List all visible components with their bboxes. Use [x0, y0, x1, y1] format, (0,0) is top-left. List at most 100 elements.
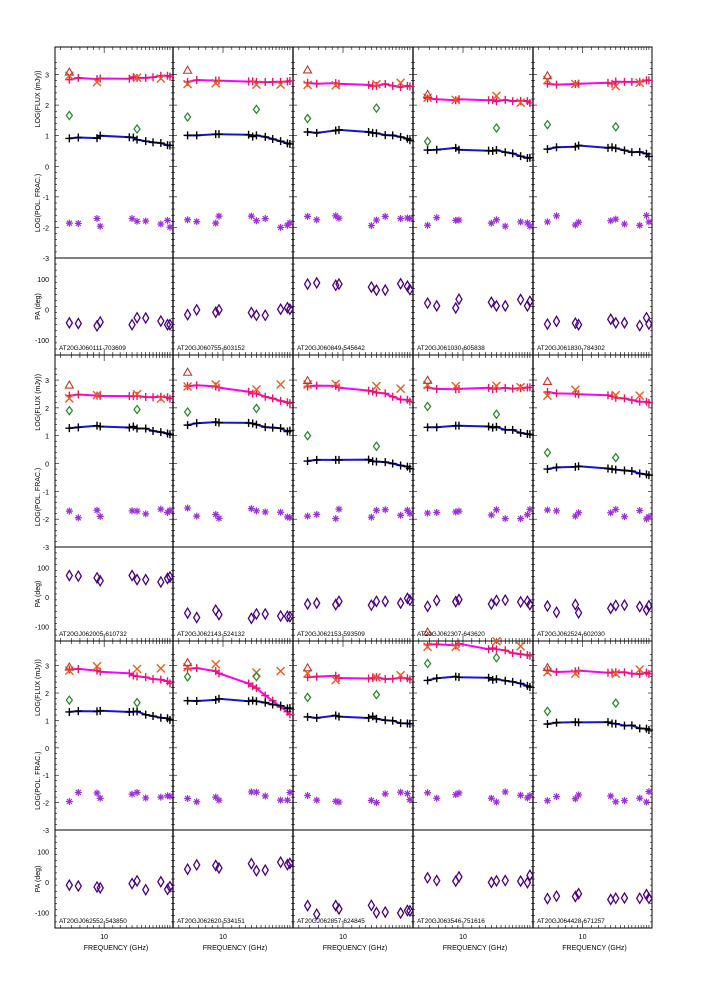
total-flux-point — [133, 672, 142, 681]
position-angle-point — [133, 311, 141, 324]
flux-axis-label: LOG(FLUX (mJy)) — [35, 374, 42, 431]
polarization-fraction-point — [313, 216, 321, 224]
polarized-flux-point — [133, 707, 142, 716]
position-angle-point — [526, 598, 534, 611]
polarized-flux-point — [423, 676, 432, 685]
polarized-flux-point — [516, 679, 525, 688]
archival-flux-point — [542, 376, 553, 385]
total-flux-point — [644, 76, 653, 85]
polarized-flux-point — [574, 462, 583, 471]
total-flux-point — [396, 395, 405, 404]
panel-source-name: AT20GJ062620-534151 — [177, 918, 245, 925]
x-tick-label: 10 — [459, 934, 467, 941]
polarized-flux-point — [620, 146, 629, 155]
total-flux-point — [252, 389, 261, 398]
position-angle-point — [331, 899, 340, 912]
archival-flux-point — [64, 66, 75, 76]
polarization-fraction-point — [157, 220, 165, 228]
polarized-flux-point — [574, 141, 583, 150]
archival-flux-point — [182, 367, 193, 376]
total-flux-point — [543, 79, 552, 88]
polarized-flux-point — [268, 700, 277, 709]
polarized-flux-point — [484, 673, 493, 682]
position-angle-point — [396, 906, 405, 920]
polarized-flux-point — [525, 153, 534, 162]
position-angle-point — [133, 573, 141, 586]
polarization-fraction-point — [381, 790, 389, 798]
panel-source-name: AT20GJ062153-593509 — [297, 631, 365, 638]
polarization-fraction-point — [133, 507, 141, 515]
position-angle-point — [620, 891, 629, 905]
polarization-fraction-point — [523, 219, 531, 227]
total-flux-point — [381, 675, 390, 684]
panels-layer — [64, 64, 653, 921]
polarized-flux-point — [248, 696, 257, 705]
flux-tick-label: 3 — [45, 378, 49, 385]
polarization-fraction-point — [96, 222, 104, 230]
total-flux-point — [405, 82, 414, 91]
polarization-fraction-point — [261, 215, 269, 223]
total-flux-point — [312, 381, 321, 390]
polarized-flux-point — [312, 455, 321, 464]
polarization-fraction-point — [133, 217, 141, 225]
total-flux-point — [74, 390, 83, 399]
total-flux-point — [492, 97, 501, 106]
diamond-flux-point — [372, 689, 381, 700]
polarized-flux-point — [285, 139, 294, 148]
pa-axis-label: PA (deg) — [35, 866, 42, 893]
position-angle-point — [635, 319, 644, 332]
position-angle-point — [303, 277, 312, 291]
position-angle-point — [523, 876, 532, 889]
total-flux-point — [525, 98, 534, 107]
total-flux-fit-line — [307, 384, 411, 403]
polarized-flux-point — [133, 424, 142, 433]
diamond-flux-point — [492, 652, 501, 663]
polarization-fraction-point — [142, 217, 150, 225]
polarization-fraction-point — [142, 510, 150, 518]
polarized-flux-point — [423, 146, 432, 155]
polarized-flux-point — [372, 129, 381, 138]
catalog-flux-point — [491, 91, 501, 101]
pol-tick-label: -1 — [43, 489, 49, 496]
polarized-flux-point — [268, 135, 277, 144]
polarization-fraction-point — [335, 798, 343, 806]
total-flux-point — [620, 77, 629, 86]
polarization-fraction-point — [128, 215, 136, 223]
polarized-flux-point — [276, 424, 285, 433]
polarization-fraction-point — [247, 788, 255, 796]
panel — [64, 661, 174, 896]
polarization-fraction-point — [304, 512, 312, 520]
polarization-fraction-point — [367, 513, 375, 521]
total-flux-point — [149, 73, 158, 82]
total-flux-fit-line — [187, 384, 291, 405]
position-angle-point — [406, 904, 414, 918]
polarized-flux-point — [492, 146, 501, 155]
polarized-flux-point — [364, 128, 373, 137]
polarized-flux-point — [268, 423, 277, 432]
total-flux-point — [405, 675, 414, 684]
position-angle-point — [283, 858, 292, 871]
position-angle-point — [215, 608, 223, 621]
catalog-flux-point — [516, 641, 526, 651]
polarized-flux-point — [65, 424, 74, 433]
position-angle-point — [286, 302, 294, 316]
panel — [64, 66, 174, 333]
polarization-fraction-point — [636, 794, 644, 802]
position-angle-point — [611, 316, 620, 330]
catalog-flux-point — [156, 74, 166, 83]
position-angle-point — [211, 305, 220, 319]
position-angle-point — [367, 899, 376, 912]
polarization-fraction-point — [128, 790, 136, 798]
polarized-flux-point — [192, 131, 201, 140]
panel — [542, 662, 653, 906]
polarized-flux-point — [192, 419, 201, 428]
polarization-fraction-point — [252, 788, 260, 796]
polarized-flux-point — [252, 131, 261, 140]
flux-tick-label: 0 — [45, 164, 49, 171]
total-flux-point — [334, 673, 343, 682]
polarization-fraction-point — [215, 212, 223, 220]
position-angle-point — [574, 318, 583, 331]
total-flux-point — [312, 79, 321, 88]
polarization-fraction-point — [543, 218, 551, 226]
position-angle-point — [163, 572, 172, 585]
